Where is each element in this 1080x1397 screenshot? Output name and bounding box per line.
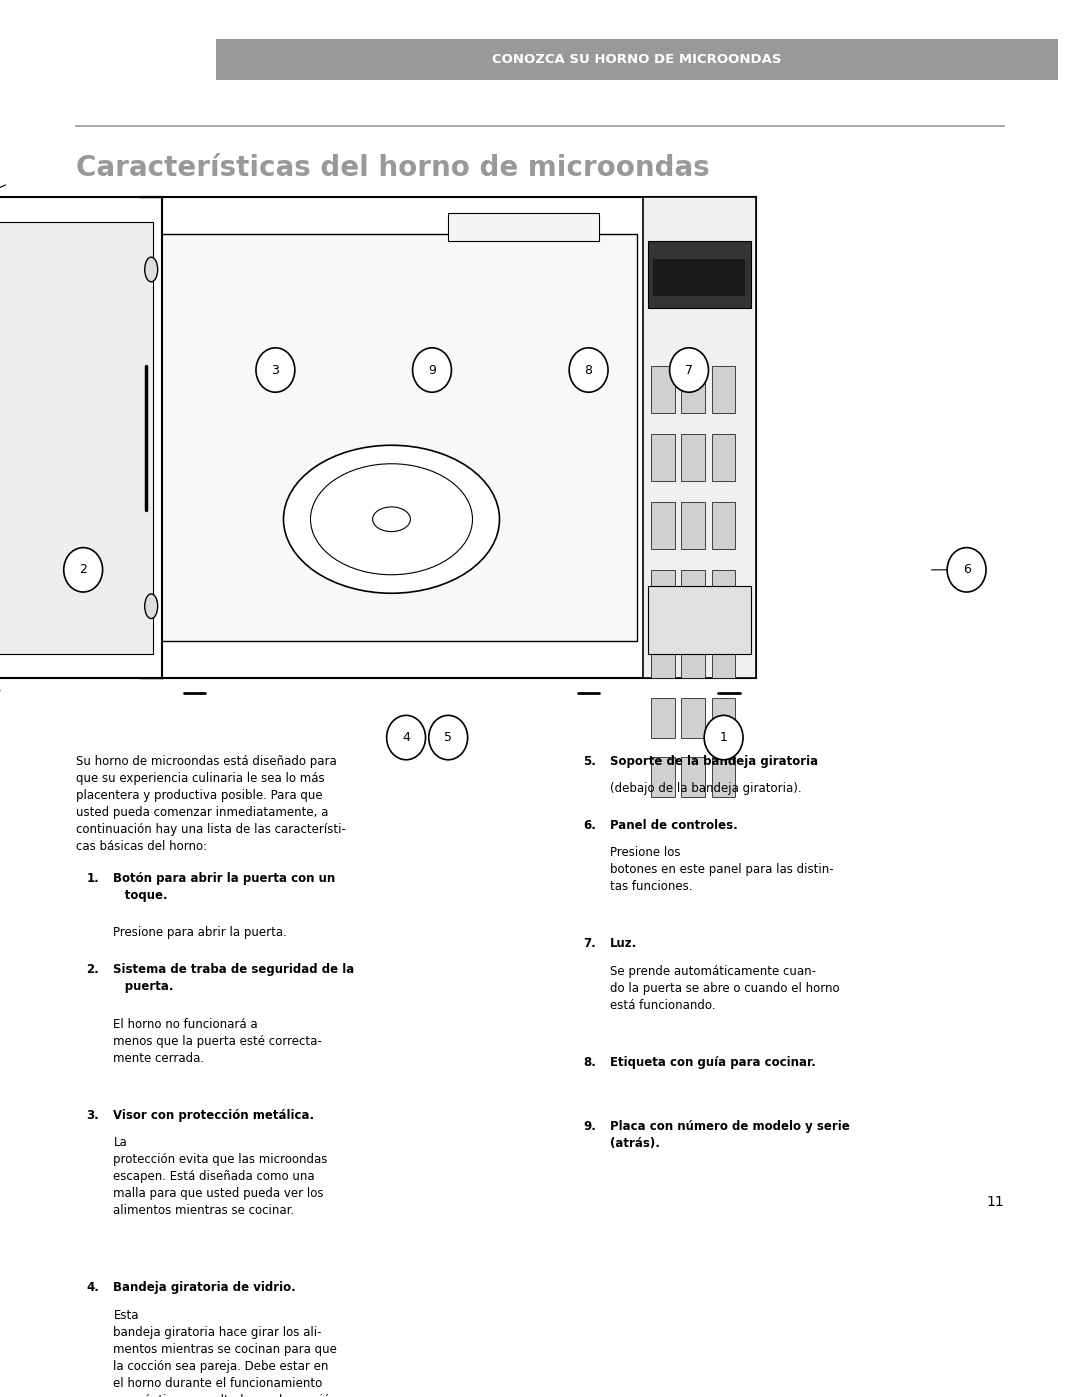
Circle shape: [947, 548, 986, 592]
Text: Presione para abrir la puerta.: Presione para abrir la puerta.: [113, 926, 287, 939]
Text: CONOZCA SU HORNO DE MICROONDAS: CONOZCA SU HORNO DE MICROONDAS: [492, 53, 782, 66]
Ellipse shape: [145, 257, 158, 282]
FancyBboxPatch shape: [712, 570, 735, 616]
Text: 9.: 9.: [583, 1120, 596, 1133]
Text: 3.: 3.: [86, 1109, 99, 1122]
Text: Luz.: Luz.: [610, 937, 637, 950]
Text: 1: 1: [719, 731, 728, 745]
FancyBboxPatch shape: [712, 366, 735, 414]
Text: 4.: 4.: [86, 1281, 99, 1295]
Text: Botón para abrir la puerta con un
 toque.: Botón para abrir la puerta con un toque.: [113, 872, 336, 902]
Text: 6: 6: [962, 563, 971, 577]
FancyBboxPatch shape: [0, 197, 162, 679]
Ellipse shape: [145, 594, 158, 619]
FancyBboxPatch shape: [653, 258, 745, 296]
FancyBboxPatch shape: [681, 434, 705, 481]
Text: Sistema de traba de seguridad de la
 puerta.: Sistema de traba de seguridad de la puer…: [113, 964, 354, 993]
Circle shape: [64, 548, 103, 592]
Text: 5: 5: [444, 731, 453, 745]
FancyBboxPatch shape: [651, 638, 675, 679]
Text: Visor con protección metálica.: Visor con protección metálica.: [113, 1109, 314, 1122]
Circle shape: [569, 348, 608, 393]
Text: Esta
bandeja giratoria hace girar los ali-
mentos mientras se cocinan para que
l: Esta bandeja giratoria hace girar los al…: [113, 1309, 341, 1397]
Text: 7: 7: [685, 363, 693, 377]
FancyBboxPatch shape: [681, 570, 705, 616]
Text: 4: 4: [402, 731, 410, 745]
Text: (debajo de la bandeja giratoria).: (debajo de la bandeja giratoria).: [610, 782, 801, 795]
FancyBboxPatch shape: [648, 585, 751, 654]
FancyBboxPatch shape: [712, 757, 735, 796]
Circle shape: [387, 715, 426, 760]
Text: 11: 11: [987, 1194, 1004, 1208]
FancyBboxPatch shape: [146, 235, 637, 641]
Text: Se prende automáticamente cuan-
do la puerta se abre o cuando el horno
está func: Se prende automáticamente cuan- do la pu…: [610, 964, 840, 1011]
FancyBboxPatch shape: [681, 502, 705, 549]
Text: 1.: 1.: [86, 872, 99, 886]
Text: Placa con número de modelo y serie
(atrás).: Placa con número de modelo y serie (atrá…: [610, 1120, 850, 1150]
FancyBboxPatch shape: [712, 434, 735, 481]
Text: 6.: 6.: [583, 819, 596, 833]
Text: Bandeja giratoria de vidrio.: Bandeja giratoria de vidrio.: [113, 1281, 296, 1295]
FancyBboxPatch shape: [448, 214, 599, 240]
Text: 7.: 7.: [583, 937, 596, 950]
Text: El horno no funcionará a
menos que la puerta esté correcta-
mente cerrada.: El horno no funcionará a menos que la pu…: [113, 1017, 322, 1065]
Text: 3: 3: [271, 363, 280, 377]
Text: 2.: 2.: [86, 964, 99, 977]
Text: Características del horno de microondas: Características del horno de microondas: [76, 154, 710, 182]
Circle shape: [413, 348, 451, 393]
FancyBboxPatch shape: [140, 197, 756, 679]
FancyBboxPatch shape: [648, 240, 751, 309]
FancyBboxPatch shape: [651, 698, 675, 738]
Text: Soporte de la bandeja giratoria: Soporte de la bandeja giratoria: [610, 754, 819, 768]
FancyBboxPatch shape: [712, 502, 735, 549]
FancyBboxPatch shape: [651, 502, 675, 549]
Text: 2: 2: [79, 563, 87, 577]
FancyBboxPatch shape: [643, 197, 756, 679]
FancyBboxPatch shape: [712, 638, 735, 679]
Text: La
protección evita que las microondas
escapen. Está diseñada como una
malla par: La protección evita que las microondas e…: [113, 1136, 327, 1217]
FancyBboxPatch shape: [216, 39, 1058, 80]
Circle shape: [704, 715, 743, 760]
Text: 9: 9: [428, 363, 436, 377]
FancyBboxPatch shape: [681, 757, 705, 796]
Text: 5.: 5.: [583, 754, 596, 768]
FancyBboxPatch shape: [712, 698, 735, 738]
Circle shape: [670, 348, 708, 393]
Text: 8: 8: [584, 363, 593, 377]
Ellipse shape: [283, 446, 499, 594]
FancyBboxPatch shape: [651, 434, 675, 481]
Circle shape: [429, 715, 468, 760]
Circle shape: [256, 348, 295, 393]
FancyBboxPatch shape: [651, 757, 675, 796]
FancyBboxPatch shape: [0, 222, 153, 654]
Ellipse shape: [373, 507, 410, 532]
Text: 8.: 8.: [583, 1056, 596, 1069]
FancyBboxPatch shape: [681, 698, 705, 738]
FancyBboxPatch shape: [681, 638, 705, 679]
FancyBboxPatch shape: [681, 366, 705, 414]
Text: Su horno de microondas está diseñado para
que su experiencia culinaria le sea lo: Su horno de microondas está diseñado par…: [76, 754, 346, 852]
FancyBboxPatch shape: [651, 570, 675, 616]
FancyBboxPatch shape: [651, 366, 675, 414]
Text: Etiqueta con guía para cocinar.: Etiqueta con guía para cocinar.: [610, 1056, 816, 1069]
Text: Panel de controles.: Panel de controles.: [610, 819, 738, 833]
Text: Presione los
botones en este panel para las distin-
tas funciones.: Presione los botones en este panel para …: [610, 847, 834, 893]
